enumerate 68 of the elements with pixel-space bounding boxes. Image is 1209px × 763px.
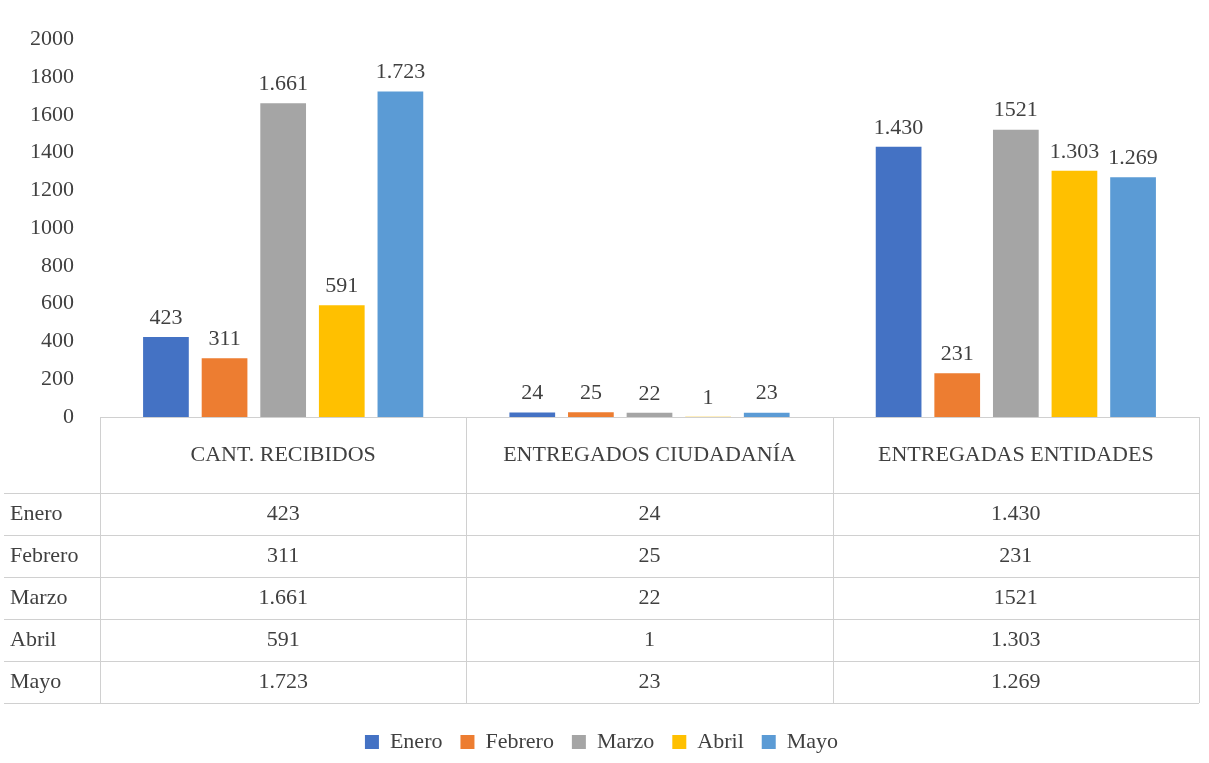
y-tick-label: 0 [63,402,74,428]
text: Marzo [10,583,68,609]
bar [377,91,424,417]
y-tick-label: 800 [41,251,74,277]
legend-label: Abril [697,727,744,753]
data-label: 1521 [993,583,1038,609]
bar [201,358,248,417]
data-label: 311 [267,541,300,567]
text: Enero [10,499,63,525]
legend-label: Mayo [786,727,839,753]
text: 1.723 [375,58,426,84]
text: 1.303 [1049,137,1100,163]
data-label: 23 [638,667,661,693]
y-tick-label: 1800 [30,62,74,88]
bar [626,412,673,417]
text: 1.661 [258,70,308,96]
data-label: 1.430 [991,499,1041,525]
text: Febrero [10,541,79,567]
text: 311 [208,325,241,351]
legend-label: Febrero [485,727,554,753]
text: 1 [702,383,714,409]
data-label: 1.723 [258,667,308,693]
text: 1.430 [873,113,924,139]
data-label: 1.303 [991,625,1041,651]
text: Abril [10,625,57,651]
data-label: 231 [999,541,1033,567]
bar [143,337,189,417]
data-label: 423 [266,499,300,525]
bar [509,412,556,417]
data-label: 1.269 [991,667,1041,693]
data-label: 591 [266,625,300,651]
bar [992,129,1039,417]
bar [568,412,614,417]
text: Mayo [10,667,62,693]
data-label: 24 [638,499,661,525]
data-label: 1 [644,625,655,651]
legend-label: Marzo [596,727,655,753]
text: 25 [579,379,602,405]
y-tick-label: 1200 [30,176,74,202]
text: 591 [325,272,359,298]
bar [1051,170,1098,417]
text: 423 [149,303,183,329]
bar [1110,177,1156,417]
y-tick-label: 1000 [30,213,74,239]
y-tick-label: 200 [41,365,74,390]
y-tick-label: 1400 [30,138,74,164]
text: 1.269 [1108,144,1158,170]
data-label: 1.661 [258,583,308,609]
x-tick-label: ENTREGADOS CIUDADANÍA [503,440,796,466]
bar [318,305,365,417]
y-tick-label: 400 [41,327,74,353]
legend-label: Enero [389,727,443,753]
data-label: 25 [638,541,661,567]
bar [875,146,922,417]
bar [934,373,981,417]
bar [260,103,307,417]
text: 24 [521,379,544,405]
y-tick-label: 2000 [30,24,74,50]
y-tick-label: 600 [41,289,74,315]
text: 231 [940,340,974,366]
text: 1521 [993,96,1038,122]
y-tick-label: 1600 [30,100,74,126]
data-label: 22 [638,583,661,609]
text: 23 [755,379,778,405]
x-tick-label: CANT. RECIBIDOS [190,440,376,466]
x-tick-label: ENTREGADAS ENTIDADES [878,440,1154,466]
bar [743,412,790,417]
text: 22 [638,379,661,405]
